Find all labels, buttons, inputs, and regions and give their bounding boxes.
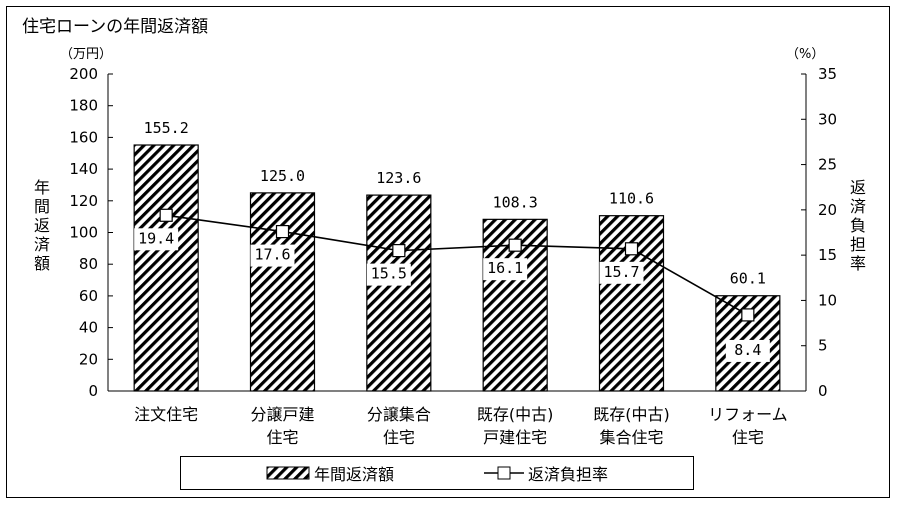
left-axis-title: 年間返済額 bbox=[33, 178, 50, 273]
chart-frame bbox=[6, 6, 890, 498]
rate-value-label: 8.4 bbox=[734, 341, 761, 359]
right-tick-label: 15 bbox=[818, 246, 837, 264]
legend-bar-label: 年間返済額 bbox=[313, 465, 394, 484]
right-tick-label: 5 bbox=[818, 337, 828, 355]
legend-bar-swatch bbox=[266, 466, 310, 480]
left-tick-label: 200 bbox=[69, 65, 98, 83]
legend-line-swatch bbox=[484, 466, 524, 480]
rate-line bbox=[166, 214, 749, 316]
right-tick-label: 30 bbox=[818, 110, 837, 128]
left-tick-label: 160 bbox=[69, 128, 98, 146]
rate-marker bbox=[392, 244, 406, 258]
left-tick-label: 80 bbox=[79, 255, 98, 273]
left-tick-label: 100 bbox=[69, 224, 98, 242]
right-tick-label: 20 bbox=[818, 201, 837, 219]
rate-marker bbox=[159, 208, 173, 222]
x-tick-label: 住宅 bbox=[383, 428, 415, 447]
left-tick-label: 180 bbox=[69, 97, 98, 115]
rate-value-label: 19.4 bbox=[138, 229, 174, 247]
bar-value-label: 155.2 bbox=[144, 119, 189, 137]
left-axis-unit: （万円） bbox=[60, 47, 113, 62]
right-tick-label: 35 bbox=[818, 65, 837, 83]
rate-label-bg bbox=[134, 228, 179, 251]
rate-marker bbox=[741, 308, 755, 322]
left-tick-label: 0 bbox=[88, 382, 98, 400]
x-tick-label: 集合住宅 bbox=[599, 428, 663, 447]
x-tick-label: 既存(中古) bbox=[477, 405, 554, 424]
legend-line-label: 返済負担率 bbox=[528, 465, 609, 484]
x-tick-label: 戸建住宅 bbox=[483, 428, 547, 447]
x-tick-label: 注文住宅 bbox=[134, 405, 198, 424]
rate-label-bg bbox=[366, 263, 411, 286]
right-axis-title: 返済負担率 bbox=[849, 178, 866, 273]
chart-title: 住宅ローンの年間返済額 bbox=[22, 17, 209, 37]
rate-value-label: 15.5 bbox=[371, 265, 407, 283]
x-tick-label: リフォーム bbox=[708, 405, 788, 424]
legend: 年間返済額 返済負担率 bbox=[180, 456, 694, 490]
legend-item-line: 返済負担率 bbox=[484, 461, 608, 485]
rate-label-bg bbox=[725, 339, 770, 362]
bar-value-label: 110.6 bbox=[609, 190, 654, 208]
right-tick-label: 25 bbox=[818, 156, 837, 174]
rate-value-label: 15.7 bbox=[603, 263, 639, 281]
left-tick-label: 120 bbox=[69, 192, 98, 210]
right-axis-unit: （%） bbox=[786, 47, 825, 62]
x-tick-label: 分譲集合 bbox=[367, 405, 431, 424]
rate-label-bg bbox=[599, 261, 644, 284]
x-tick-label: 既存(中古) bbox=[593, 405, 670, 424]
left-tick-label: 40 bbox=[79, 319, 98, 337]
left-tick-label: 140 bbox=[69, 160, 98, 178]
rate-value-label: 16.1 bbox=[487, 259, 523, 277]
left-tick-label: 60 bbox=[79, 287, 98, 305]
x-tick-label: 分譲戸建 bbox=[250, 405, 314, 424]
rate-label-bg bbox=[250, 244, 295, 267]
x-tick-label: 住宅 bbox=[732, 428, 764, 447]
rate-value-label: 17.6 bbox=[254, 246, 290, 264]
bar bbox=[249, 192, 316, 392]
bar bbox=[133, 144, 199, 392]
rate-marker bbox=[508, 238, 522, 252]
rate-label-bg bbox=[483, 258, 528, 281]
rate-marker bbox=[275, 224, 290, 239]
right-tick-label: 10 bbox=[818, 291, 837, 309]
rate-marker bbox=[624, 242, 639, 256]
bar-value-label: 125.0 bbox=[260, 167, 305, 185]
bar-value-label: 108.3 bbox=[493, 193, 538, 211]
bar bbox=[366, 194, 432, 392]
bar-value-label: 60.1 bbox=[730, 270, 766, 288]
legend-item-bar: 年間返済額 bbox=[266, 461, 394, 485]
right-tick-label: 0 bbox=[818, 382, 828, 400]
bar-value-label: 123.6 bbox=[376, 169, 421, 187]
x-tick-label: 住宅 bbox=[266, 428, 298, 447]
left-tick-label: 20 bbox=[79, 350, 98, 368]
bar bbox=[598, 215, 665, 392]
